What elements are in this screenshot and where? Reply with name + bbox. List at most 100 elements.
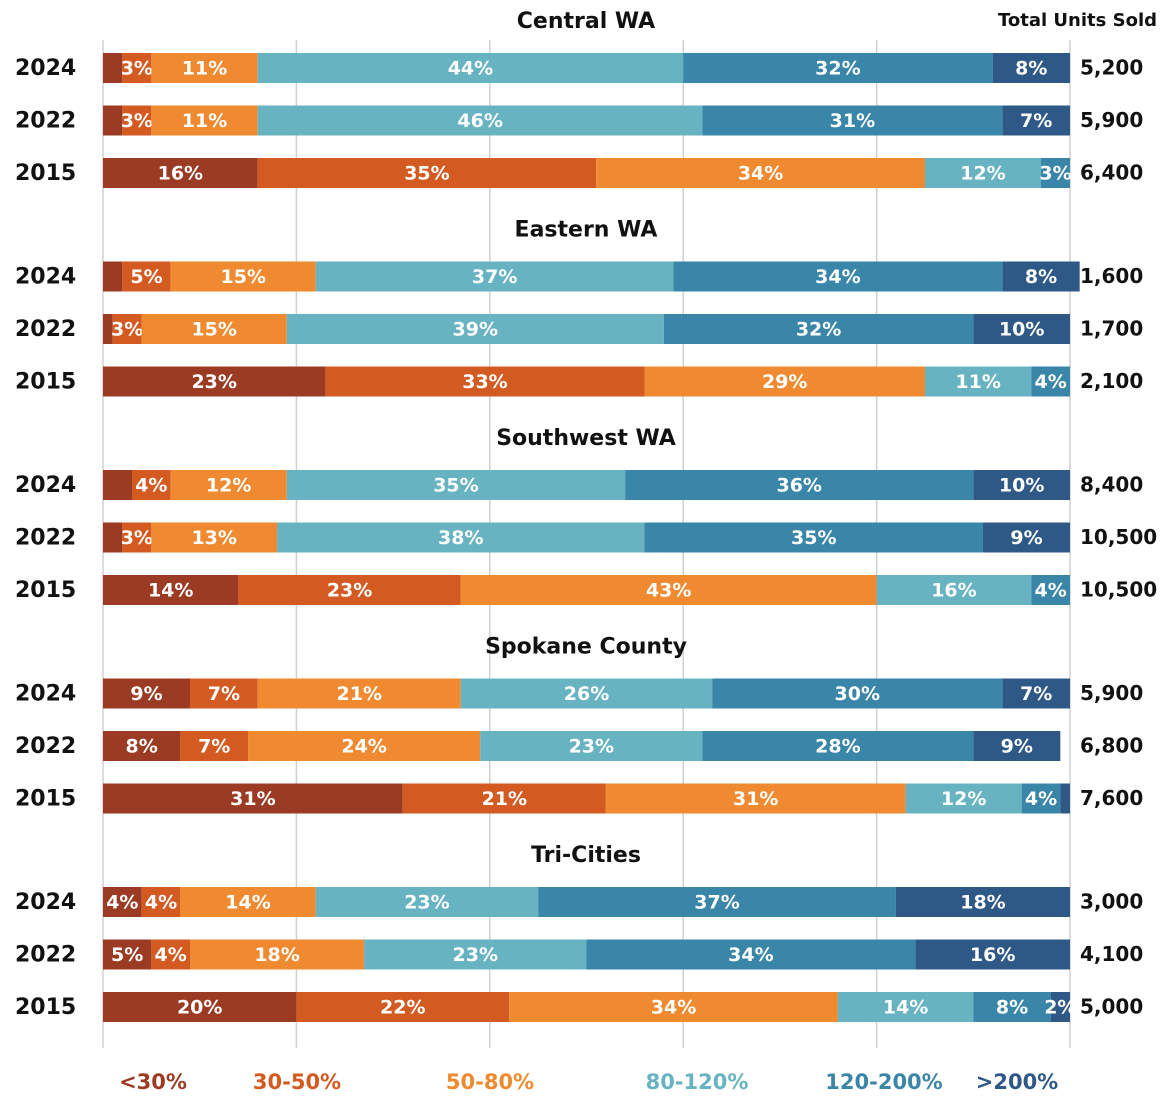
bar-segment xyxy=(257,105,703,136)
bar-segment xyxy=(103,314,113,344)
bar-segment xyxy=(132,470,171,500)
value-label: 7% xyxy=(198,736,230,758)
value-label: 34% xyxy=(738,163,783,185)
value-label: 29% xyxy=(762,371,807,393)
value-label: 34% xyxy=(815,266,860,288)
y-tick-label: 2022 xyxy=(15,734,76,759)
value-label: 21% xyxy=(337,683,382,705)
bar-segment xyxy=(924,366,1032,397)
value-label: 2% xyxy=(1044,997,1076,1019)
total-label: 6,800 xyxy=(1080,734,1143,758)
bar-segment xyxy=(122,105,152,136)
y-tick-label: 2022 xyxy=(15,943,76,968)
y-tick-label: 2022 xyxy=(15,109,76,134)
value-label: 15% xyxy=(191,319,236,341)
legend-entry: 120-200% xyxy=(825,1070,942,1094)
bar-segment xyxy=(596,158,925,188)
y-tick-label: 2022 xyxy=(15,317,76,342)
total-label: 4,100 xyxy=(1080,942,1143,966)
bar-segment xyxy=(364,939,587,970)
total-label: 5,200 xyxy=(1080,56,1143,80)
value-label: 14% xyxy=(148,580,193,602)
value-label: 35% xyxy=(433,475,478,497)
bar-segment xyxy=(190,678,258,709)
value-label: 39% xyxy=(453,319,498,341)
bar-segment xyxy=(325,366,645,397)
bar-segment xyxy=(982,522,1070,553)
bar-segment xyxy=(876,575,1032,605)
bar-segment xyxy=(122,522,152,553)
bar-segment xyxy=(973,470,1070,500)
value-label: 43% xyxy=(646,580,691,602)
value-label: 23% xyxy=(569,736,614,758)
value-label: 32% xyxy=(796,319,841,341)
value-label: 4% xyxy=(155,944,187,966)
value-label: 14% xyxy=(883,997,928,1019)
value-label: 8% xyxy=(126,736,158,758)
value-label: 12% xyxy=(206,475,251,497)
bar-segment xyxy=(605,783,906,814)
value-label: 23% xyxy=(404,892,449,914)
bar-segment xyxy=(1002,105,1070,136)
bar-segment xyxy=(151,53,258,83)
bar-segment xyxy=(122,261,171,292)
bar-segment xyxy=(895,887,1070,917)
value-label: 4% xyxy=(1025,788,1057,810)
value-label: 3% xyxy=(121,58,153,80)
bar-segment xyxy=(480,731,703,761)
bar-segment xyxy=(151,939,191,970)
bar-segment xyxy=(277,522,645,553)
value-label: 24% xyxy=(341,736,386,758)
bar-segment xyxy=(257,158,597,188)
value-label: 34% xyxy=(651,997,696,1019)
bar-segment xyxy=(460,678,713,709)
y-tick-label: 2015 xyxy=(15,370,76,395)
value-label: 14% xyxy=(225,892,270,914)
value-label: 3% xyxy=(111,319,143,341)
value-label: 22% xyxy=(380,997,425,1019)
y-tick-label: 2024 xyxy=(15,265,76,290)
bar-segment xyxy=(402,783,606,814)
total-label: 5,000 xyxy=(1080,995,1143,1019)
bar-segment xyxy=(973,992,1051,1022)
bar-segment xyxy=(286,314,664,344)
value-label: 30% xyxy=(835,683,880,705)
bar-segment xyxy=(973,731,1061,761)
value-label: 38% xyxy=(438,527,483,549)
bar-segment xyxy=(905,783,1022,814)
legend-entry: <30% xyxy=(119,1070,187,1094)
total-label: 10,500 xyxy=(1080,525,1157,549)
value-label: 9% xyxy=(130,683,162,705)
value-label: 4% xyxy=(106,892,138,914)
total-label: 1,600 xyxy=(1080,264,1143,288)
value-label: 18% xyxy=(254,944,299,966)
group-title: Spokane County xyxy=(485,635,687,660)
value-label: 11% xyxy=(182,58,227,80)
bar-segment xyxy=(103,731,181,761)
bar-segment xyxy=(238,575,461,605)
bar-segment xyxy=(973,314,1070,344)
bar-segment xyxy=(103,992,297,1022)
bar-segment xyxy=(103,783,403,814)
value-label: 10% xyxy=(999,319,1044,341)
legend-entry: 80-120% xyxy=(646,1070,749,1094)
value-label: 10% xyxy=(999,475,1044,497)
bar-segment xyxy=(683,53,993,83)
value-label: 11% xyxy=(955,371,1000,393)
bar-segment xyxy=(509,992,838,1022)
value-label: 16% xyxy=(158,163,203,185)
legend-entry: 30-50% xyxy=(253,1070,341,1094)
bar-segment xyxy=(103,522,123,553)
y-tick-label: 2015 xyxy=(15,578,76,603)
total-label: 5,900 xyxy=(1080,681,1143,705)
value-label: 8% xyxy=(996,997,1028,1019)
total-label: 8,400 xyxy=(1080,473,1143,497)
total-header: Total Units Sold xyxy=(998,10,1157,31)
total-label: 10,500 xyxy=(1080,578,1157,602)
y-tick-label: 2024 xyxy=(15,890,76,915)
bar-segment xyxy=(460,575,877,605)
legend-entry: >200% xyxy=(976,1070,1058,1094)
value-label: 9% xyxy=(1010,527,1042,549)
bar-segment xyxy=(103,158,258,188)
